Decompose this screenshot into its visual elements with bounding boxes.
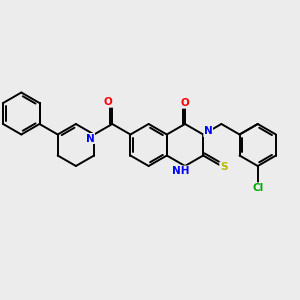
Text: NH: NH: [172, 166, 190, 176]
Text: O: O: [181, 98, 189, 108]
Text: N: N: [204, 127, 213, 136]
Text: S: S: [220, 162, 227, 172]
Text: N: N: [86, 134, 94, 143]
Text: Cl: Cl: [252, 183, 263, 193]
Text: O: O: [104, 97, 112, 107]
